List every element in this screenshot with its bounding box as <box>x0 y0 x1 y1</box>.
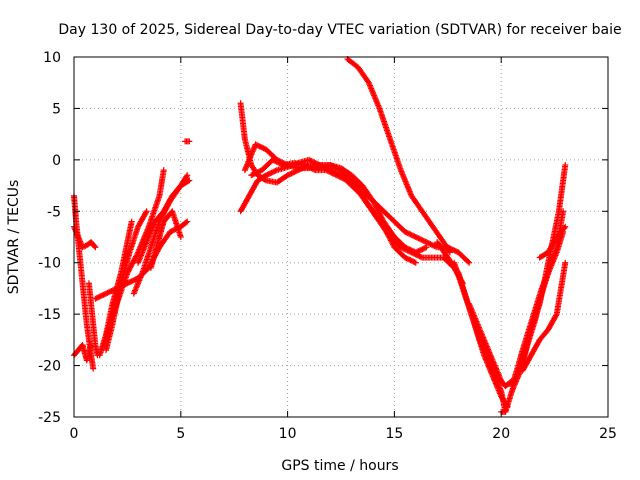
y-tick-label: -10 <box>38 256 61 272</box>
plot-frame <box>73 56 609 418</box>
x-tick-label: 0 <box>70 426 79 442</box>
series-arc19 <box>451 259 509 415</box>
y-tick-label: -25 <box>38 410 61 426</box>
series-arc16 <box>248 156 466 287</box>
data-point-markers <box>135 177 193 266</box>
y-tick-label: 5 <box>52 101 61 117</box>
y-tick-label: 10 <box>43 50 61 66</box>
series-arc11 <box>147 208 184 271</box>
series-arc8 <box>103 167 167 338</box>
x-tick-label: 5 <box>176 426 185 442</box>
series-arc12 <box>182 138 193 145</box>
data-point-markers <box>515 162 569 379</box>
series-arc23 <box>515 162 569 379</box>
series-arc4 <box>85 280 101 359</box>
x-tick-label: 25 <box>599 426 617 442</box>
data-point-markers <box>451 259 509 415</box>
x-axis-label: GPS time / hours <box>281 458 398 474</box>
series-arc25 <box>536 223 569 261</box>
data-point-markers <box>85 280 101 359</box>
data-points <box>71 56 569 415</box>
chart-title: Day 130 of 2025, Sidereal Day-to-day VTE… <box>58 22 621 38</box>
series-arc17 <box>344 56 453 256</box>
data-point-markers <box>182 138 193 145</box>
data-point-markers <box>536 223 569 261</box>
data-point-markers <box>147 208 184 271</box>
y-tick-label: -5 <box>47 204 61 220</box>
series-arc6 <box>96 218 135 359</box>
y-tick-label: -15 <box>38 307 61 323</box>
series-arc24 <box>519 259 569 374</box>
x-tick-label: 20 <box>492 426 510 442</box>
data-point-markers <box>519 259 569 374</box>
axis-ticks: 0 5 10 15 20 25 -25 -20 -15 -10 -5 0 5 10 <box>38 50 617 442</box>
series-arc20 <box>466 300 515 390</box>
x-tick-label: 15 <box>385 426 403 442</box>
data-point-markers <box>103 167 167 338</box>
data-point-markers <box>96 218 135 359</box>
series-arc10 <box>135 177 193 266</box>
y-tick-label: -20 <box>38 359 61 375</box>
y-axis-label: SDTVAR / TECUs <box>6 180 22 295</box>
data-point-markers <box>466 300 515 390</box>
y-tick-label: 0 <box>52 153 61 169</box>
data-point-markers <box>344 56 453 256</box>
data-point-markers <box>248 156 466 287</box>
x-tick-label: 10 <box>279 426 297 442</box>
